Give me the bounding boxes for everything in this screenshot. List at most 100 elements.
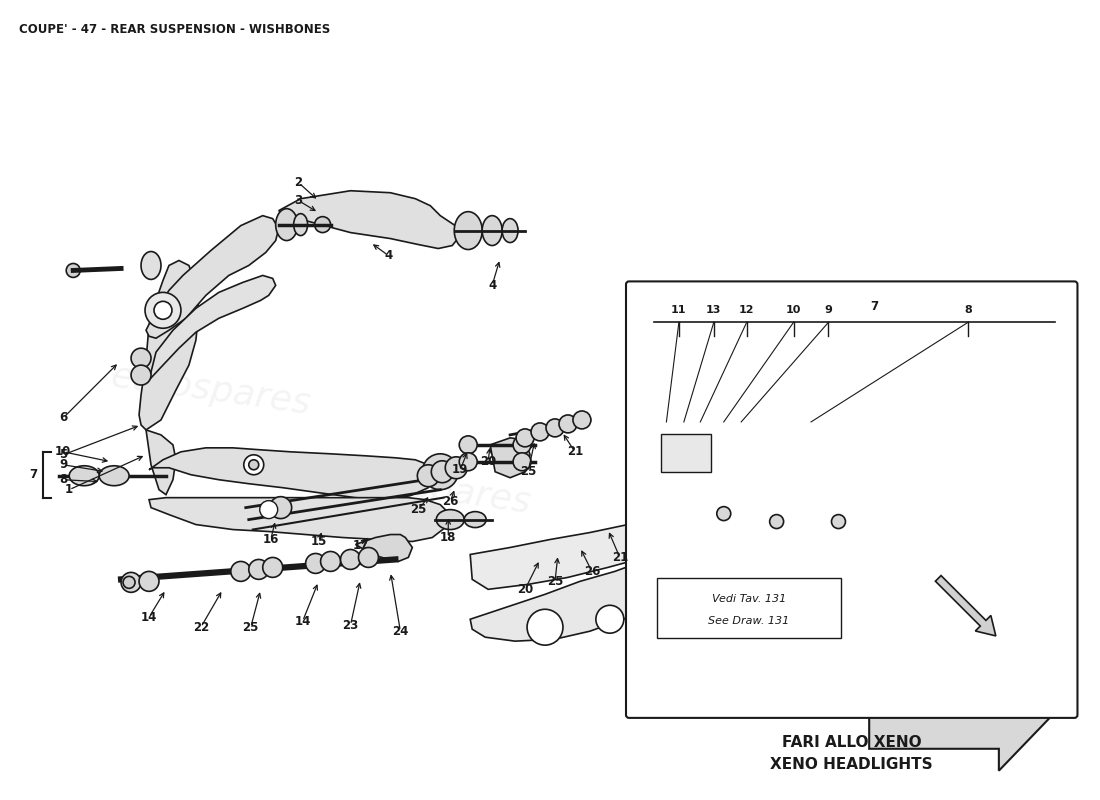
Text: 23: 23 (342, 618, 359, 632)
Circle shape (306, 554, 326, 574)
Circle shape (513, 453, 531, 470)
Ellipse shape (294, 214, 308, 235)
Ellipse shape (647, 543, 675, 563)
Text: eurospares: eurospares (109, 359, 314, 421)
Circle shape (971, 537, 1001, 566)
Ellipse shape (69, 466, 99, 486)
Circle shape (417, 465, 439, 486)
Circle shape (154, 302, 172, 319)
Text: 20: 20 (517, 583, 534, 596)
Text: 11: 11 (671, 306, 686, 315)
Text: COUPE' - 47 - REAR SUSPENSION - WISHBONES: COUPE' - 47 - REAR SUSPENSION - WISHBONE… (20, 23, 331, 36)
Circle shape (573, 411, 591, 429)
Circle shape (231, 562, 251, 582)
Polygon shape (355, 534, 412, 562)
Ellipse shape (502, 218, 518, 242)
Text: 5: 5 (59, 448, 67, 462)
Polygon shape (659, 531, 988, 569)
Circle shape (131, 365, 151, 385)
Text: 7: 7 (870, 300, 878, 313)
Text: 25: 25 (410, 503, 427, 516)
Text: 12: 12 (739, 306, 755, 315)
Circle shape (315, 217, 331, 233)
Circle shape (123, 576, 135, 588)
Circle shape (559, 415, 576, 433)
Ellipse shape (141, 251, 161, 279)
Circle shape (446, 457, 468, 478)
Bar (657, 578, 842, 638)
Circle shape (422, 454, 459, 490)
Circle shape (145, 292, 180, 328)
Circle shape (976, 460, 1000, 484)
Circle shape (527, 610, 563, 645)
Text: 14: 14 (295, 614, 311, 628)
Circle shape (596, 606, 624, 633)
Circle shape (249, 460, 258, 470)
Text: FARI ALLO XENO: FARI ALLO XENO (782, 735, 922, 750)
Circle shape (121, 572, 141, 592)
Circle shape (513, 436, 531, 454)
Text: 25: 25 (520, 466, 536, 478)
Polygon shape (139, 261, 199, 430)
Bar (661, 434, 711, 472)
Text: eurospares: eurospares (328, 458, 532, 521)
Circle shape (139, 571, 159, 591)
Text: 14: 14 (141, 610, 157, 624)
Text: 26: 26 (442, 495, 459, 508)
Circle shape (341, 550, 361, 570)
Text: 21: 21 (566, 446, 583, 458)
Text: eurospares: eurospares (578, 529, 782, 590)
Text: 13: 13 (706, 306, 722, 315)
Circle shape (531, 423, 549, 441)
Polygon shape (148, 448, 436, 500)
Polygon shape (669, 446, 990, 489)
Polygon shape (470, 498, 690, 590)
Text: 9: 9 (59, 458, 67, 471)
Polygon shape (148, 498, 450, 542)
Circle shape (249, 559, 268, 579)
Circle shape (131, 348, 151, 368)
Text: XENO HEADLIGHTS: XENO HEADLIGHTS (770, 758, 933, 772)
Text: 4: 4 (488, 279, 496, 292)
Text: See Draw. 131: See Draw. 131 (708, 616, 790, 626)
Polygon shape (148, 275, 276, 380)
Circle shape (431, 461, 453, 482)
Text: 21: 21 (612, 551, 628, 564)
Circle shape (717, 506, 730, 521)
Text: 9: 9 (825, 306, 833, 315)
Polygon shape (146, 216, 278, 338)
Text: 1: 1 (65, 483, 74, 496)
Circle shape (263, 558, 283, 578)
Polygon shape (278, 190, 460, 249)
Circle shape (770, 514, 783, 529)
Text: 18: 18 (440, 531, 456, 544)
Text: Vedi Tav. 131: Vedi Tav. 131 (712, 594, 785, 604)
Circle shape (66, 263, 80, 278)
Text: 6: 6 (59, 411, 67, 425)
Circle shape (516, 429, 534, 447)
Circle shape (546, 419, 564, 437)
Text: 3: 3 (295, 194, 302, 207)
Circle shape (459, 453, 477, 470)
FancyArrow shape (935, 575, 996, 636)
Text: 25: 25 (243, 621, 258, 634)
Text: 19: 19 (452, 463, 469, 476)
Circle shape (260, 501, 277, 518)
Text: 26: 26 (584, 565, 601, 578)
Text: 17: 17 (352, 539, 368, 552)
Text: 2: 2 (295, 176, 302, 190)
Ellipse shape (99, 466, 129, 486)
Circle shape (320, 551, 341, 571)
Circle shape (459, 436, 477, 454)
Text: 25: 25 (547, 575, 563, 588)
Ellipse shape (482, 216, 502, 246)
Text: 7: 7 (30, 468, 37, 482)
Polygon shape (146, 430, 176, 494)
Polygon shape (470, 534, 692, 641)
Circle shape (270, 497, 292, 518)
Text: 8: 8 (965, 306, 972, 315)
Polygon shape (869, 667, 1048, 770)
Ellipse shape (276, 209, 298, 241)
Circle shape (359, 547, 378, 567)
Text: 10: 10 (785, 306, 801, 315)
